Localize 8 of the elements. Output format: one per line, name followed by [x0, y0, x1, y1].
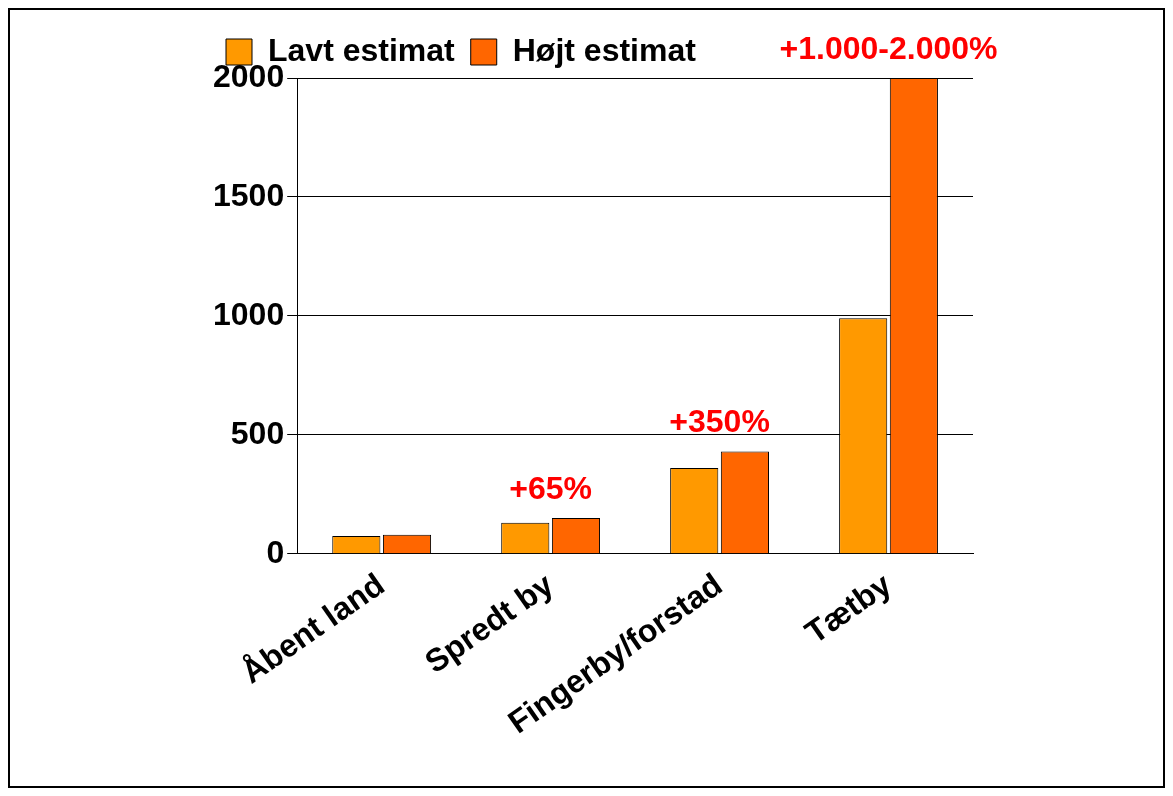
annotation: +350% — [669, 403, 770, 440]
y-tick-label: 500 — [230, 414, 285, 451]
legend-label: Højt estimat — [512, 31, 697, 68]
annotation: +65% — [509, 469, 592, 506]
y-tick-label: 1500 — [213, 176, 285, 213]
y-tick-label: 0 — [266, 533, 285, 570]
annotation: +1.000-2.000% — [779, 29, 998, 66]
y-tick-label: 1000 — [213, 295, 285, 332]
